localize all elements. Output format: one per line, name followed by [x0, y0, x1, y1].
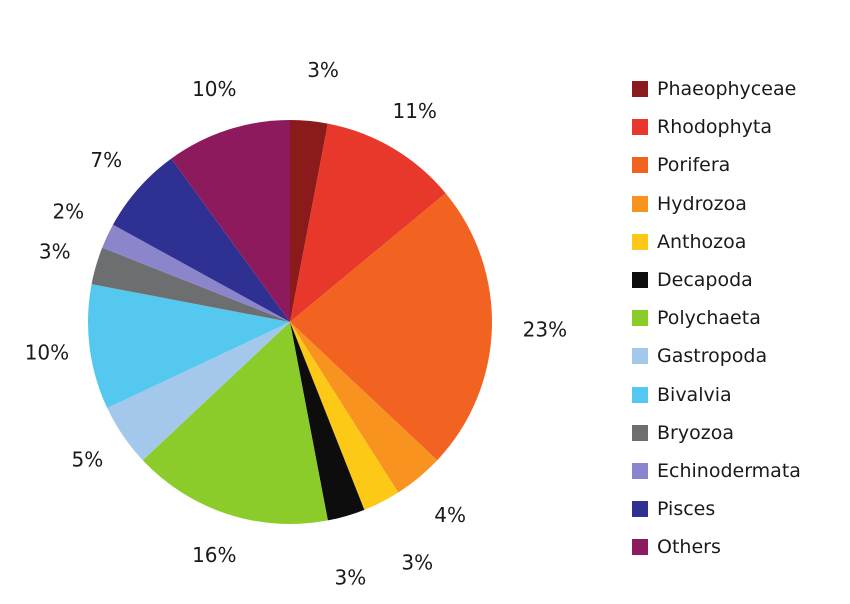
legend-label: Phaeophyceae: [657, 78, 797, 101]
slice-label-bryozoa: 3%: [39, 240, 71, 264]
legend-swatch: [632, 462, 648, 479]
legend-label: Rhodophyta: [657, 116, 772, 139]
slice-label-decapoda: 3%: [334, 565, 366, 589]
legend-label: Pisces: [657, 498, 716, 521]
legend-swatch: [632, 81, 648, 98]
legend-swatch: [632, 233, 648, 250]
pie-slice-porifera: [290, 193, 492, 461]
pie-slice-phaeophyceae: [290, 120, 328, 322]
legend-item-gastropoda: Gastropoda: [632, 337, 842, 375]
legend-item-bryozoa: Bryozoa: [632, 414, 842, 452]
pie-slice-pisces: [112, 158, 290, 322]
pie-slice-decapoda: [290, 322, 365, 521]
pie-slice-echinodermata: [102, 224, 290, 322]
slice-label-echinodermata: 2%: [52, 200, 84, 224]
pie-slice-polychaeta: [142, 322, 328, 524]
legend-label: Porifera: [657, 154, 731, 177]
legend-item-polychaeta: Polychaeta: [632, 299, 842, 337]
legend-item-bivalvia: Bivalvia: [632, 376, 842, 414]
legend-swatch: [632, 424, 648, 441]
legend-item-phaeophyceae: Phaeophyceae: [632, 70, 842, 108]
legend-swatch: [632, 119, 648, 136]
legend-item-hydrozoa: Hydrozoa: [632, 185, 842, 223]
legend-item-pisces: Pisces: [632, 490, 842, 528]
legend-item-anthozoa: Anthozoa: [632, 223, 842, 261]
slice-label-others: 10%: [192, 77, 236, 101]
slice-label-hydrozoa: 4%: [434, 503, 466, 527]
legend-label: Decapoda: [657, 269, 753, 292]
pie-slice-bryozoa: [91, 247, 290, 322]
legend-item-others: Others: [632, 528, 842, 566]
legend-item-porifera: Porifera: [632, 146, 842, 184]
pie-slice-hydrozoa: [290, 322, 438, 493]
legend-label: Gastropoda: [657, 345, 768, 368]
legend-label: Hydrozoa: [657, 192, 747, 215]
pie-slice-others: [171, 120, 290, 322]
pie-slice-rhodophyta: [290, 123, 446, 322]
legend-label: Bivalvia: [657, 383, 732, 406]
legend-label: Bryozoa: [657, 421, 734, 444]
legend-swatch: [632, 539, 648, 556]
pie-slice-anthozoa: [290, 322, 399, 510]
pie-slices: [88, 120, 492, 524]
pie-slice-bivalvia: [88, 284, 291, 409]
pie-slice-gastropoda: [107, 322, 290, 461]
legend-swatch: [632, 310, 648, 327]
legend: Phaeophyceae Rhodophyta Porifera Hydrozoa An…: [632, 70, 842, 566]
slice-label-anthozoa: 3%: [401, 550, 433, 574]
legend-label: Anthozoa: [657, 230, 747, 253]
legend-swatch: [632, 348, 648, 365]
slice-label-pisces: 7%: [90, 148, 122, 172]
slice-label-bivalvia: 10%: [25, 341, 69, 365]
pie-percent-labels: 3%11%23%4%3%3%16%5%10%3%2%7%10%: [25, 58, 567, 589]
legend-item-echinodermata: Echinodermata: [632, 452, 842, 490]
slice-label-rhodophyta: 11%: [392, 99, 436, 123]
legend-swatch: [632, 386, 648, 403]
legend-label: Polychaeta: [657, 307, 761, 330]
slice-label-gastropoda: 5%: [71, 448, 103, 472]
legend-item-decapoda: Decapoda: [632, 261, 842, 299]
slice-label-porifera: 23%: [523, 318, 567, 342]
slice-label-phaeophyceae: 3%: [307, 58, 339, 82]
legend-swatch: [632, 501, 648, 518]
legend-swatch: [632, 195, 648, 212]
legend-swatch: [632, 157, 648, 174]
legend-swatch: [632, 272, 648, 289]
legend-item-rhodophyta: Rhodophyta: [632, 108, 842, 146]
legend-label: Echinodermata: [657, 459, 801, 482]
slice-label-polychaeta: 16%: [192, 543, 236, 567]
legend-label: Others: [657, 536, 721, 559]
